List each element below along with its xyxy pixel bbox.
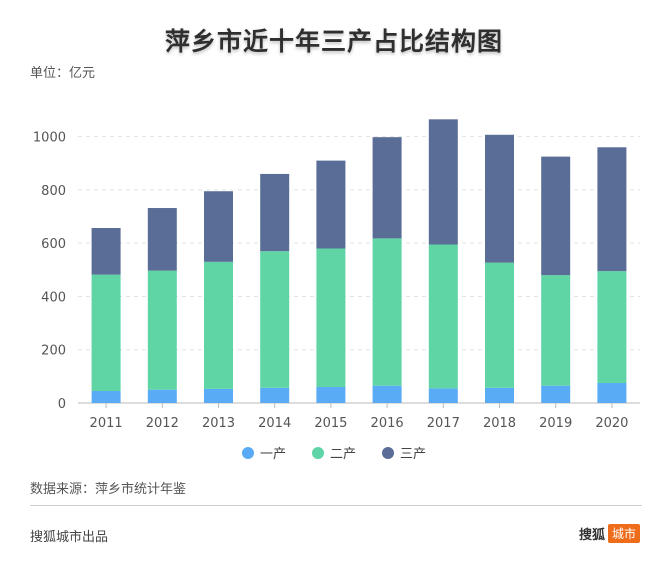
bar-primary-2011 [91, 391, 121, 403]
bar-tertiary-2013 [204, 191, 233, 262]
x-tick-label: 2015 [314, 416, 347, 431]
bar-tertiary-2016 [372, 137, 402, 239]
bar-secondary-2014 [260, 251, 290, 388]
bar-primary-2018 [485, 387, 514, 403]
bar-secondary-2015 [316, 248, 346, 388]
bar-secondary-2017 [428, 244, 458, 389]
bar-primary-2013 [204, 388, 233, 403]
bar-primary-2020 [597, 383, 627, 403]
legend-label-secondary: 二产 [329, 447, 356, 462]
legend: 一产 二产 三产 [0, 443, 668, 462]
bar-primary-2016 [372, 385, 402, 403]
bar-tertiary-2011 [91, 227, 121, 275]
divider [30, 505, 642, 506]
x-tick-label: 2018 [483, 416, 516, 431]
bar-tertiary-2017 [428, 119, 458, 245]
brand-name: 搜狐 [578, 528, 605, 543]
stacked-bar-chart: 0 200 400 600 800 1000 2011 2012 2013 2014 2015 201… [33, 119, 640, 431]
x-tick-label: 2017 [427, 416, 460, 431]
bar-secondary-2016 [372, 238, 402, 386]
bar-tertiary-2014 [260, 173, 290, 252]
y-tick-label: 200 [41, 344, 66, 359]
legend-label-primary: 一产 [259, 447, 286, 462]
y-tick-label: 800 [41, 184, 66, 199]
x-tick-label: 2014 [258, 416, 291, 431]
x-tick-label: 2011 [90, 416, 123, 431]
x-tick-label: 2013 [202, 416, 235, 431]
x-tick-label: 2012 [146, 416, 179, 431]
bar-tertiary-2018 [485, 134, 514, 263]
bar-tertiary-2012 [147, 208, 177, 271]
data-source: 数据来源：萍乡市统计年鉴 [30, 482, 187, 497]
chart-title: 萍乡市近十年三产占比结构图 [164, 27, 503, 56]
bar-secondary-2013 [204, 261, 233, 389]
bar-primary-2019 [541, 385, 571, 403]
bar-tertiary-2015 [316, 160, 346, 249]
bar-secondary-2018 [485, 262, 514, 388]
bar-secondary-2012 [147, 270, 177, 390]
legend-dot-primary [241, 446, 254, 459]
legend-item-tertiary[interactable]: 三产 [382, 443, 426, 462]
bar-tertiary-2020 [597, 147, 627, 272]
producer-credit: 搜狐城市出品 [30, 530, 109, 545]
y-tick-label: 1000 [33, 131, 66, 146]
y-tick-label: 400 [41, 290, 66, 305]
x-tick-label: 2020 [595, 416, 628, 431]
legend-item-secondary[interactable]: 二产 [311, 443, 356, 462]
bar-primary-2017 [428, 388, 458, 403]
y-tick-label: 600 [41, 237, 66, 252]
unit-label: 单位：亿元 [30, 66, 96, 81]
bar-primary-2012 [147, 389, 177, 403]
x-tick-label: 2019 [539, 416, 572, 431]
brand-badge: 城市 [607, 524, 640, 543]
bar-secondary-2011 [91, 274, 121, 392]
brand-logo[interactable]: 搜狐 城市 [579, 524, 640, 543]
bar-secondary-2020 [597, 271, 627, 384]
bar-primary-2015 [316, 387, 346, 403]
bar-tertiary-2019 [541, 156, 571, 276]
legend-dot-tertiary [382, 446, 394, 459]
bar-primary-2014 [260, 387, 290, 403]
bar-secondary-2019 [541, 275, 571, 386]
legend-dot-secondary [311, 446, 324, 459]
y-tick-label: 0 [58, 397, 66, 412]
legend-item-primary[interactable]: 一产 [241, 443, 286, 462]
legend-label-tertiary: 三产 [400, 447, 427, 462]
x-tick-label: 2016 [371, 416, 404, 431]
